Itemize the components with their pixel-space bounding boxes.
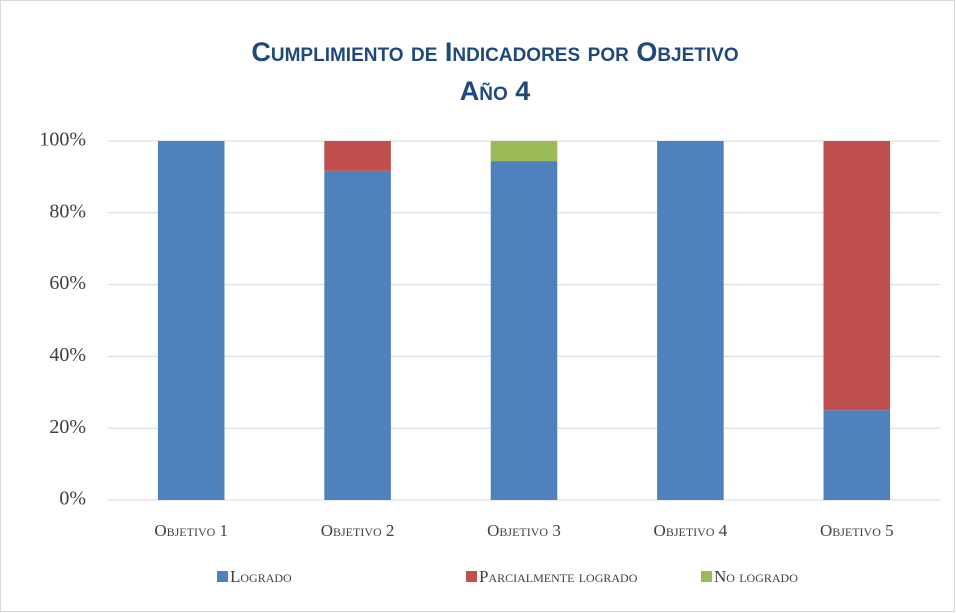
bar-segment — [823, 410, 891, 500]
bar-segment — [157, 141, 225, 500]
y-tick-label: 80% — [49, 200, 86, 222]
x-tick-label: Objetivo 1 — [154, 521, 228, 540]
y-tick-label: 20% — [49, 416, 86, 438]
legend-label: Logrado — [230, 567, 292, 586]
x-tick-label: Objetivo 2 — [321, 521, 395, 540]
bar-segment — [490, 141, 558, 162]
x-tick-label: Objetivo 4 — [654, 521, 728, 540]
x-tick-label: Objetivo 3 — [487, 521, 561, 540]
legend-label: No logrado — [714, 567, 798, 586]
bar-segment — [324, 141, 391, 171]
bar-segment — [324, 170, 391, 500]
y-tick-label: 60% — [49, 272, 86, 294]
x-tick-label: Objetivo 5 — [820, 521, 894, 540]
bar-segment — [657, 141, 724, 500]
y-tick-label: 0% — [59, 488, 86, 510]
legend-swatch — [466, 571, 477, 582]
legend-swatch — [701, 571, 712, 582]
chart-subtitle: Año 4 — [460, 76, 531, 106]
y-tick-label: 40% — [49, 344, 86, 366]
chart-title: Cumplimiento de Indicadores por Objetivo — [251, 37, 738, 67]
legend-label: Parcialmente logrado — [479, 567, 638, 586]
bar-segment — [823, 141, 891, 411]
bar-segment — [490, 161, 558, 500]
legend-swatch — [217, 571, 228, 582]
y-tick-label: 100% — [39, 129, 86, 151]
